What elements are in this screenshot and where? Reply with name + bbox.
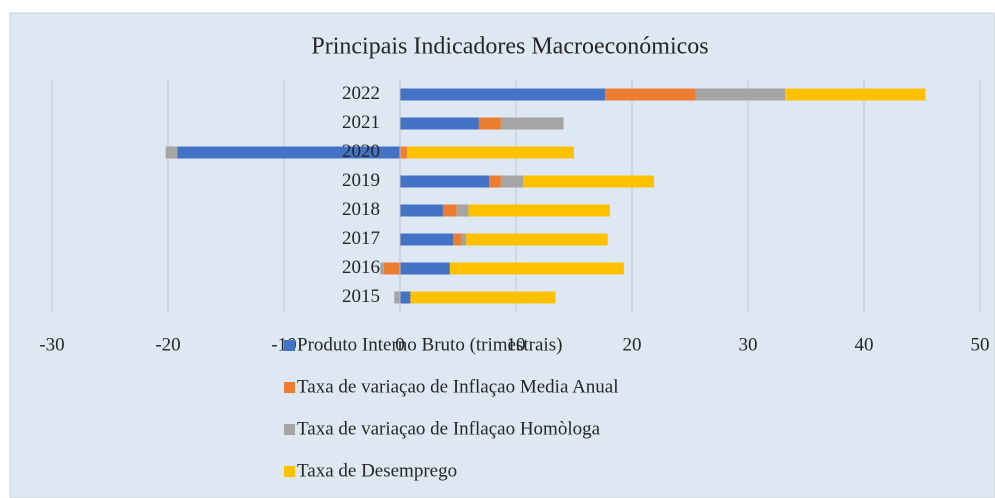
x-tick-label: 50: [971, 334, 990, 355]
legend-label: Produto Interno Bruto (trimestrais): [297, 334, 562, 355]
chart-title: Principais Indicadores Macroeconómicos: [311, 34, 708, 60]
y-tick-label: 2018: [342, 199, 380, 220]
bar: [177, 146, 400, 159]
bar: [400, 175, 490, 188]
legend-swatch: [284, 466, 295, 477]
bar: [400, 233, 454, 246]
bar: [383, 262, 400, 275]
bar: [695, 88, 786, 101]
bar: [785, 88, 926, 101]
bar: [394, 291, 400, 304]
bar: [489, 175, 501, 188]
bar: [478, 117, 501, 130]
bar: [456, 204, 469, 217]
bar: [605, 88, 696, 101]
y-tick-label: 2019: [342, 170, 380, 191]
x-tick-label: -30: [39, 334, 64, 355]
legend-label: Taxa de variaçao de Inflaçao Media Anual: [297, 376, 619, 397]
y-tick-label: 2020: [342, 141, 380, 162]
bar: [461, 233, 467, 246]
y-tick-label: 2017: [342, 228, 380, 249]
legend-label: Taxa de variaçao de Inflaçao Homòloga: [297, 418, 601, 439]
bar: [400, 262, 450, 275]
legend-swatch: [284, 382, 295, 393]
bar: [410, 291, 556, 304]
bar: [442, 204, 457, 217]
bar: [500, 117, 564, 130]
bar: [400, 204, 443, 217]
bar: [400, 291, 411, 304]
x-tick-label: -20: [155, 334, 180, 355]
y-tick-label: 2021: [342, 112, 380, 133]
bar: [468, 204, 610, 217]
x-tick-label: 0: [395, 334, 405, 355]
y-tick-label: 2015: [342, 286, 380, 307]
bar: [400, 117, 479, 130]
bar: [400, 88, 606, 101]
legend-swatch: [284, 340, 295, 351]
bar: [466, 233, 608, 246]
x-tick-label: 20: [623, 334, 642, 355]
bar: [400, 146, 407, 159]
y-tick-label: 2022: [342, 83, 380, 104]
bar: [165, 146, 178, 159]
bar: [449, 262, 624, 275]
bar: [453, 233, 462, 246]
bar: [500, 175, 523, 188]
bar: [522, 175, 655, 188]
y-tick-label: 2016: [342, 257, 380, 278]
legend-swatch: [284, 424, 295, 435]
x-tick-label: 40: [855, 334, 874, 355]
bar: [380, 262, 384, 275]
legend-label: Taxa de Desemprego: [297, 460, 457, 481]
bar: [406, 146, 574, 159]
x-tick-label: 30: [739, 334, 758, 355]
x-tick-label: 10: [507, 334, 526, 355]
